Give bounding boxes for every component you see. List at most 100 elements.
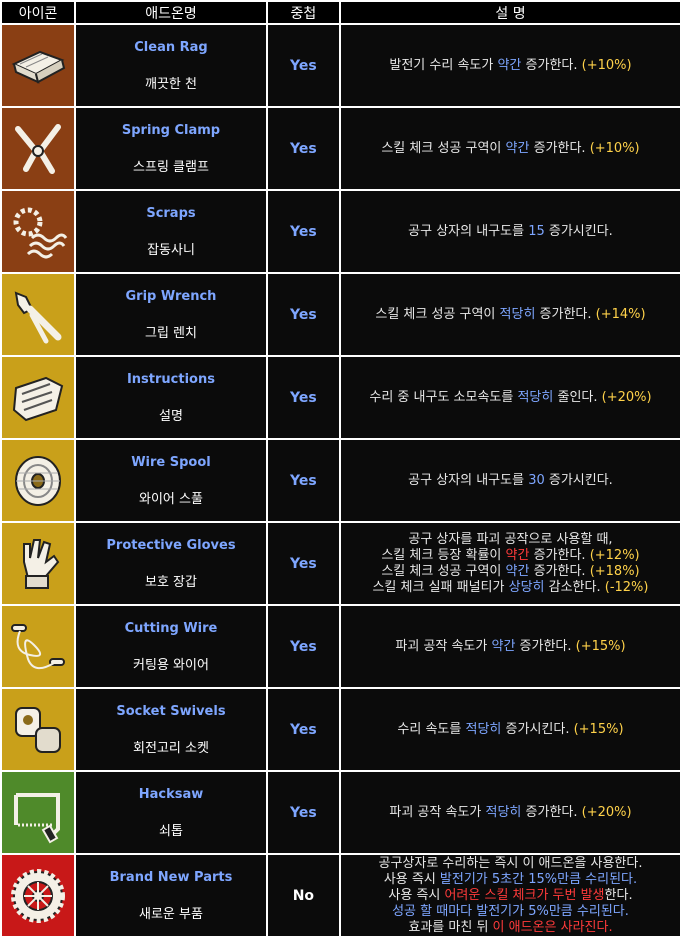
- addon-name-ko: 보호 장갑: [144, 574, 197, 590]
- description-segment: 성공 할 때마다 발전기가 5%만큼 수리된다.: [392, 903, 629, 919]
- icon-cell: [2, 523, 75, 604]
- description-cell: 파괴 공작 속도가 적당히 증가한다. (+20%): [340, 772, 680, 853]
- description-segment: 30: [528, 472, 545, 488]
- icon-cell: [2, 440, 75, 521]
- icon-cell: [2, 772, 75, 853]
- stack-value: Yes: [267, 689, 339, 770]
- description-segment: (+12%): [589, 547, 640, 563]
- addon-name-ko: 커팅용 와이어: [133, 657, 209, 673]
- stack-value: Yes: [267, 357, 339, 438]
- icon-cell: [2, 357, 75, 438]
- addon-name-en: Protective Gloves: [106, 537, 236, 553]
- stack-value: Yes: [267, 25, 339, 106]
- description-line: 효과를 마친 뒤 이 애드온은 사라진다.: [341, 920, 680, 936]
- description-line: 스킬 체크 성공 구역이 약간 증가한다. (+18%): [341, 564, 680, 580]
- socket-swivels-icon: [2, 689, 74, 770]
- description-segment: 증가시킨다.: [544, 472, 613, 488]
- addon-name-cell: Cutting Wire 커팅용 와이어: [76, 606, 266, 687]
- description-segment: 어려운 스킬 체크가 두번 발생: [444, 887, 605, 903]
- addon-name-ko: 깨끗한 천: [144, 76, 197, 92]
- instructions-icon: [2, 357, 74, 438]
- table-row: Protective Gloves 보호 장갑 Yes 공구 상자를 파괴 공작으로 …: [2, 523, 680, 604]
- addon-rows: Clean Rag 깨끗한 천 Yes 발전기 수리 속도가 약간 증가한다. (+1…: [2, 25, 680, 936]
- addon-name-en: Wire Spool: [131, 454, 211, 470]
- icon-cell: [2, 689, 75, 770]
- table-row: Instructions 설명 Yes 수리 중 내구도 소모속도를 적당히 줄인다.…: [2, 357, 680, 438]
- table-row: Socket Swivels 회전고리 소켓 Yes 수리 속도를 적당히 증가시킨다…: [2, 689, 680, 770]
- description-segment: 스킬 체크 성공 구역이: [381, 563, 506, 579]
- addon-name-ko: 설명: [159, 408, 183, 424]
- description-segment: 스킬 체크 실패 패널티가: [372, 579, 509, 595]
- description-cell: 공구상자로 수리하는 즉시 이 애드온을 사용한다. 사용 즉시 발전기가 5초간…: [340, 855, 680, 936]
- description-cell: 파괴 공작 속도가 약간 증가한다. (+15%): [340, 606, 680, 687]
- addon-name-en: Grip Wrench: [125, 288, 217, 304]
- description-segment: 증가한다.: [529, 547, 590, 563]
- addon-name-ko: 잡동사니: [147, 242, 195, 258]
- description-segment: 증가한다.: [515, 638, 576, 654]
- icon-cell: [2, 274, 75, 355]
- addon-name-cell: Protective Gloves 보호 장갑: [76, 523, 266, 604]
- clean-rag-icon: [2, 25, 74, 106]
- description-segment: 증가한다.: [521, 57, 582, 73]
- addon-name-ko: 회전고리 소켓: [133, 740, 209, 756]
- description-segment: 약간: [505, 563, 530, 579]
- spring-clamp-icon: [2, 108, 74, 189]
- description-segment: (+10%): [589, 140, 640, 156]
- description-segment: 공구 상자를 파괴 공작으로 사용할 때,: [408, 531, 613, 547]
- description-segment: (+20%): [581, 804, 632, 820]
- header-stack: 중첩: [267, 2, 339, 23]
- description-segment: 공구상자로 수리하는 즉시 이 애드온을 사용한다.: [378, 855, 643, 871]
- header-icon: 아이콘: [2, 2, 75, 23]
- addon-name-ko: 와이어 스풀: [139, 491, 203, 507]
- stack-value: Yes: [267, 523, 339, 604]
- description-cell: 공구 상자의 내구도를 30 증가시킨다.: [340, 440, 680, 521]
- addon-name-cell: Brand New Parts 새로운 부품: [76, 855, 266, 936]
- description-cell: 발전기 수리 속도가 약간 증가한다. (+10%): [340, 25, 680, 106]
- protective-gloves-icon: [2, 523, 74, 604]
- addon-name-cell: Scraps 잡동사니: [76, 191, 266, 272]
- description-segment: 스킬 체크 성공 구역이: [381, 140, 506, 156]
- addon-name-ko: 새로운 부품: [139, 906, 203, 922]
- description-segment: 증가한다.: [529, 140, 590, 156]
- icon-cell: [2, 606, 75, 687]
- addon-name-en: Socket Swivels: [116, 703, 226, 719]
- description-line: 파괴 공작 속도가 적당히 증가한다. (+20%): [341, 805, 680, 821]
- addon-name-cell: Hacksaw 쇠톱: [76, 772, 266, 853]
- description-segment: 공구 상자의 내구도를: [408, 472, 529, 488]
- addon-name-en: Clean Rag: [134, 39, 208, 55]
- addon-name-cell: Grip Wrench 그립 렌치: [76, 274, 266, 355]
- header-description: 설 명: [340, 2, 680, 23]
- table-row: Clean Rag 깨끗한 천 Yes 발전기 수리 속도가 약간 증가한다. (+1…: [2, 25, 680, 106]
- description-segment: (-12%): [604, 579, 649, 595]
- addon-name-en: Spring Clamp: [121, 122, 221, 138]
- description-segment: 발전기 수리 속도가: [389, 57, 498, 73]
- description-segment: 공구 상자의 내구도를: [408, 223, 529, 239]
- description-segment: (+10%): [581, 57, 632, 73]
- table-row: Brand New Parts 새로운 부품 No 공구상자로 수리하는 즉시 이 애…: [2, 855, 680, 936]
- description-segment: 파괴 공작 속도가: [395, 638, 492, 654]
- description-cell: 수리 속도를 적당히 증가시킨다. (+15%): [340, 689, 680, 770]
- description-line: 파괴 공작 속도가 약간 증가한다. (+15%): [341, 639, 680, 655]
- description-segment: 증가시킨다.: [501, 721, 574, 737]
- description-segment: (+15%): [573, 721, 624, 737]
- description-segment: 감소한다.: [544, 579, 605, 595]
- description-cell: 수리 중 내구도 소모속도를 적당히 줄인다. (+20%): [340, 357, 680, 438]
- description-segment: 15: [528, 223, 545, 239]
- description-line: 공구 상자의 내구도를 30 증가시킨다.: [341, 473, 680, 489]
- addon-name-en: Scraps: [146, 205, 196, 221]
- scraps-icon: [2, 191, 74, 272]
- description-segment: 약간: [505, 140, 530, 156]
- description-segment: (+15%): [575, 638, 626, 654]
- stack-value: Yes: [267, 772, 339, 853]
- description-line: 스킬 체크 성공 구역이 적당히 증가한다. (+14%): [341, 307, 680, 323]
- header-addon-name: 애드온명: [76, 2, 266, 23]
- addon-name-cell: Instructions 설명: [76, 357, 266, 438]
- grip-wrench-icon: [2, 274, 74, 355]
- stack-value: No: [267, 855, 339, 936]
- description-line: 공구 상자를 파괴 공작으로 사용할 때,: [341, 532, 680, 548]
- icon-cell: [2, 855, 75, 936]
- description-segment: 증가시킨다.: [544, 223, 613, 239]
- description-segment: 약간: [505, 547, 530, 563]
- description-segment: 사용 즉시: [388, 887, 445, 903]
